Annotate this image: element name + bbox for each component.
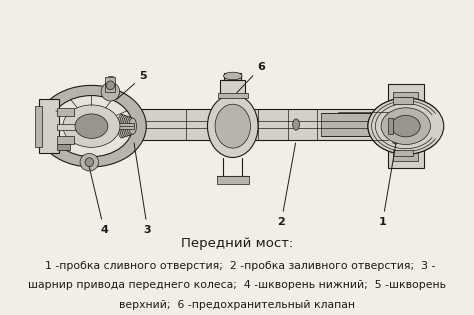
FancyBboxPatch shape — [39, 100, 59, 153]
Circle shape — [368, 98, 444, 154]
Text: шарнир привода переднего колеса;  4 -шкворень нижний;  5 -шкворень: шарнир привода переднего колеса; 4 -шкво… — [28, 280, 446, 290]
FancyBboxPatch shape — [217, 176, 249, 184]
Ellipse shape — [224, 72, 242, 80]
Text: 4: 4 — [89, 166, 108, 235]
Circle shape — [50, 95, 133, 157]
FancyBboxPatch shape — [218, 93, 247, 98]
Text: 3: 3 — [134, 143, 151, 235]
Ellipse shape — [129, 118, 137, 134]
Ellipse shape — [392, 136, 399, 144]
FancyBboxPatch shape — [105, 77, 116, 92]
FancyBboxPatch shape — [393, 97, 413, 104]
Text: 1: 1 — [379, 143, 396, 227]
Ellipse shape — [118, 114, 126, 138]
FancyBboxPatch shape — [134, 109, 395, 140]
Ellipse shape — [106, 81, 115, 90]
FancyBboxPatch shape — [393, 92, 419, 161]
Ellipse shape — [101, 82, 120, 101]
Text: 1 -пробка сливного отверстия;  2 -пробка заливного отверстия;  3 -: 1 -пробка сливного отверстия; 2 -пробка … — [38, 261, 436, 271]
Circle shape — [392, 115, 420, 137]
Ellipse shape — [127, 117, 135, 135]
FancyBboxPatch shape — [388, 118, 393, 134]
FancyBboxPatch shape — [220, 80, 246, 95]
FancyBboxPatch shape — [57, 144, 70, 150]
FancyBboxPatch shape — [57, 123, 78, 130]
Ellipse shape — [123, 116, 131, 136]
Text: Передний мост:: Передний мост: — [181, 238, 293, 250]
Circle shape — [63, 105, 120, 147]
Ellipse shape — [293, 119, 300, 130]
Text: верхний;  6 -предохранительный клапан: верхний; 6 -предохранительный клапан — [119, 300, 355, 310]
Circle shape — [75, 114, 108, 138]
Ellipse shape — [85, 158, 93, 167]
FancyBboxPatch shape — [35, 106, 42, 146]
Text: 2: 2 — [277, 143, 296, 227]
FancyBboxPatch shape — [393, 150, 413, 156]
Circle shape — [381, 108, 430, 145]
Ellipse shape — [80, 153, 99, 171]
Ellipse shape — [121, 116, 129, 137]
Text: 5: 5 — [117, 71, 147, 99]
Text: 6: 6 — [237, 61, 265, 93]
Ellipse shape — [208, 95, 258, 158]
Ellipse shape — [125, 117, 133, 135]
FancyBboxPatch shape — [224, 73, 241, 80]
FancyBboxPatch shape — [57, 108, 74, 116]
Ellipse shape — [119, 115, 127, 137]
FancyBboxPatch shape — [388, 84, 424, 169]
FancyBboxPatch shape — [108, 123, 134, 129]
FancyBboxPatch shape — [321, 113, 395, 136]
Circle shape — [36, 85, 146, 167]
FancyBboxPatch shape — [57, 136, 74, 144]
Ellipse shape — [215, 104, 250, 148]
